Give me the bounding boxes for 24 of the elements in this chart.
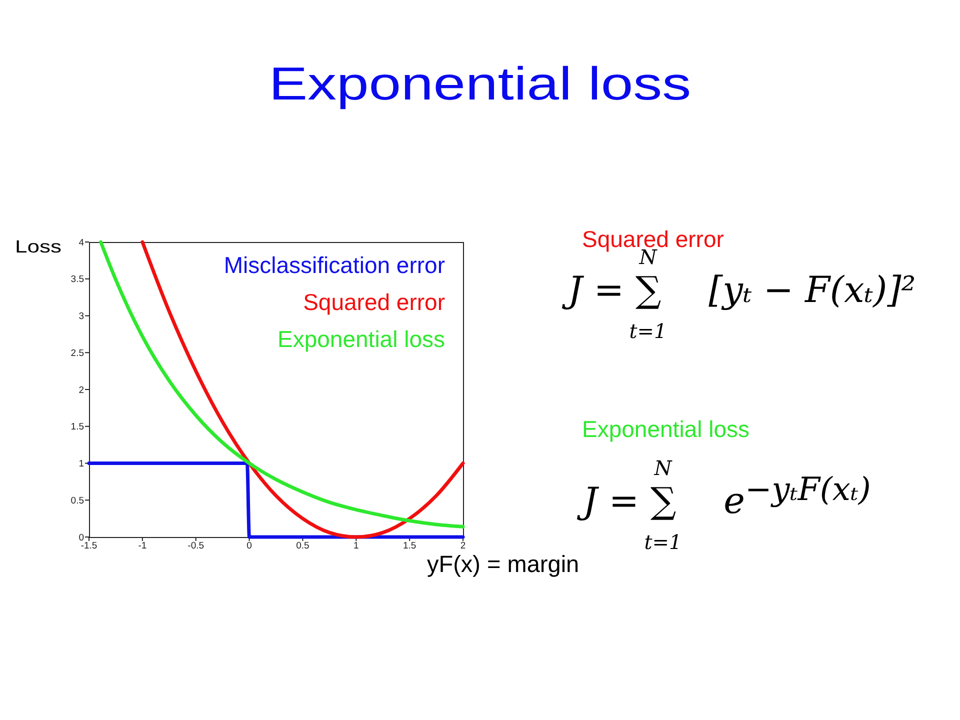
y-tick-label: 2.5 <box>70 348 84 359</box>
x-tick-label: 2 <box>460 540 466 552</box>
y-tick-label: 3 <box>78 311 84 322</box>
x-tick-label: 1.5 <box>402 540 416 552</box>
x-tick-label: 0 <box>246 540 252 552</box>
y-tick-label: 1 <box>78 458 84 470</box>
y-tick-label: 3.5 <box>70 274 84 286</box>
y-tick-label: 0.5 <box>70 495 84 506</box>
y-axis-title: Loss <box>15 236 62 256</box>
text: Squared error <box>302 288 445 317</box>
x-tick-label: -1 <box>138 540 147 552</box>
x-tick-label: 0.5 <box>296 540 310 552</box>
y-tick-label: 2 <box>78 384 84 396</box>
x-axis-title: yF(x) = margin <box>427 551 580 577</box>
y-tick-label: 1.5 <box>70 422 84 433</box>
y-tick-label: 4 <box>78 237 84 248</box>
chart-title: Exponential loss <box>268 58 692 110</box>
x-tick-label: -0.5 <box>188 540 204 552</box>
x-tick-label: -1.5 <box>80 540 98 552</box>
text: Misclassification error <box>224 251 445 280</box>
text: Exponential loss <box>582 416 750 442</box>
x-tick-label: 1 <box>353 540 359 552</box>
text: Exponential loss <box>276 325 445 354</box>
y-tick-label: 0 <box>78 532 84 544</box>
